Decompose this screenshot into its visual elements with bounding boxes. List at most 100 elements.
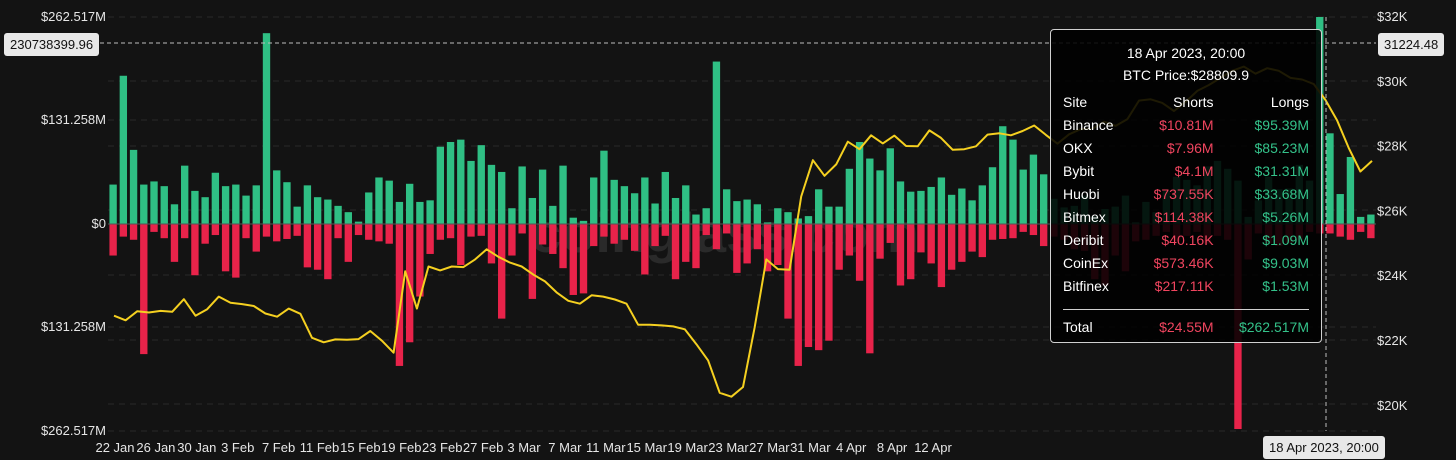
total-label: Total	[1063, 319, 1093, 335]
short-bar	[917, 224, 925, 253]
short-bar	[109, 224, 117, 256]
longs-value: $9.03M	[1262, 254, 1309, 271]
crosshair-left-value: 230738399.96	[4, 33, 100, 56]
short-bar	[763, 224, 772, 272]
short-bar	[283, 224, 291, 239]
short-bar	[252, 224, 260, 252]
long-bar	[651, 203, 659, 224]
short-bar	[385, 224, 393, 244]
long-bar	[1346, 156, 1355, 224]
x-axis-tick: 27 Feb	[463, 440, 503, 455]
short-bar	[201, 224, 209, 244]
shorts-value: $10.81M	[1159, 116, 1214, 133]
short-bar	[835, 224, 843, 270]
long-bar	[804, 216, 813, 224]
tooltip-separator	[1063, 297, 1309, 310]
short-bar	[508, 224, 516, 256]
long-bar	[313, 197, 322, 224]
short-bar	[436, 224, 445, 240]
x-axis-tick: 30 Jan	[177, 440, 216, 455]
long-bar	[641, 177, 649, 224]
crosshair-x-label: 18 Apr 2023, 20:00	[1263, 436, 1385, 459]
short-bar	[191, 224, 199, 276]
short-bar	[1009, 224, 1017, 239]
longs-value: $31.31M	[1254, 162, 1309, 179]
long-bar	[518, 166, 526, 224]
long-bar	[978, 185, 986, 224]
x-axis-tick: 7 Mar	[548, 440, 582, 455]
long-bar	[968, 200, 976, 224]
long-bar	[201, 197, 209, 224]
right-axis-tick: $20K	[1377, 398, 1408, 413]
x-axis-tick: 19 Feb	[381, 440, 421, 455]
longs-value: $95.39M	[1254, 116, 1309, 133]
long-bar	[405, 183, 414, 224]
long-bar	[702, 208, 710, 224]
short-bar	[876, 224, 884, 259]
short-bar	[886, 224, 894, 243]
short-bar	[324, 224, 332, 280]
tooltip-row: CoinEx $573.46K $9.03M	[1063, 251, 1309, 274]
short-bar	[344, 224, 352, 262]
tooltip-table: Site Shorts Longs Binance $10.81M $95.39M …	[1063, 90, 1309, 344]
x-axis-tick: 26 Jan	[136, 440, 175, 455]
x-axis-tick: 22 Jan	[95, 440, 134, 455]
long-bar	[774, 208, 782, 224]
long-bar	[528, 197, 537, 224]
short-bar	[610, 224, 618, 244]
short-bar	[794, 224, 802, 366]
short-bar	[150, 224, 158, 232]
total-longs: $262.517M	[1238, 319, 1309, 335]
short-bar	[620, 224, 629, 240]
long-bar	[232, 184, 240, 224]
short-bar	[579, 224, 588, 294]
short-bar	[630, 224, 639, 251]
short-bar	[211, 224, 220, 236]
short-bar	[590, 224, 598, 247]
long-bar	[119, 75, 128, 224]
long-bar	[477, 145, 485, 224]
short-bar	[467, 224, 475, 237]
shorts-value: $4.1M	[1174, 162, 1214, 179]
long-bar	[252, 185, 260, 224]
long-bar	[896, 181, 905, 224]
long-bar	[385, 180, 393, 224]
long-bar	[334, 205, 342, 224]
long-bar	[927, 186, 935, 224]
shorts-value: $737.55K	[1153, 185, 1214, 202]
site-name: Bybit	[1063, 162, 1095, 179]
site-name: Bitfinex	[1063, 277, 1109, 294]
header-longs: Longs	[1270, 93, 1309, 110]
x-axis-ticks: 22 Jan 26 Jan 30 Jan 3 Feb 7 Feb 11 Feb 15 Feb…	[95, 440, 952, 455]
long-bar	[416, 201, 424, 224]
long-bar	[815, 189, 823, 224]
long-bar	[1019, 169, 1027, 224]
short-bar	[937, 224, 946, 288]
tooltip-row: Binance $10.81M $95.39M	[1063, 113, 1309, 136]
longs-value: $1.53M	[1262, 277, 1309, 294]
short-bar	[1039, 224, 1048, 247]
longs-value: $5.26M	[1262, 208, 1309, 225]
site-name: Deribit	[1063, 231, 1104, 248]
long-bar	[293, 206, 301, 224]
long-bar	[559, 165, 567, 224]
long-bar	[600, 150, 608, 224]
x-axis-tick: 23 Feb	[422, 440, 462, 455]
x-axis-tick: 23 Mar	[708, 440, 749, 455]
long-bar	[467, 160, 475, 224]
short-bar	[119, 224, 128, 237]
short-bar	[354, 224, 363, 236]
x-axis-tick: 19 Mar	[667, 440, 708, 455]
short-bar	[784, 224, 792, 319]
long-bar	[988, 167, 997, 224]
long-bar	[436, 146, 445, 224]
tooltip-row: OKX $7.96M $85.23M	[1063, 136, 1309, 159]
short-bar	[999, 224, 1007, 239]
short-bar	[446, 224, 455, 239]
right-axis-tick: $26K	[1377, 203, 1408, 218]
short-bar	[927, 224, 935, 264]
shorts-value: $40.16K	[1161, 231, 1214, 248]
short-bar	[845, 224, 854, 256]
long-bar	[866, 158, 874, 224]
shorts-value: $114.38K	[1154, 208, 1214, 225]
